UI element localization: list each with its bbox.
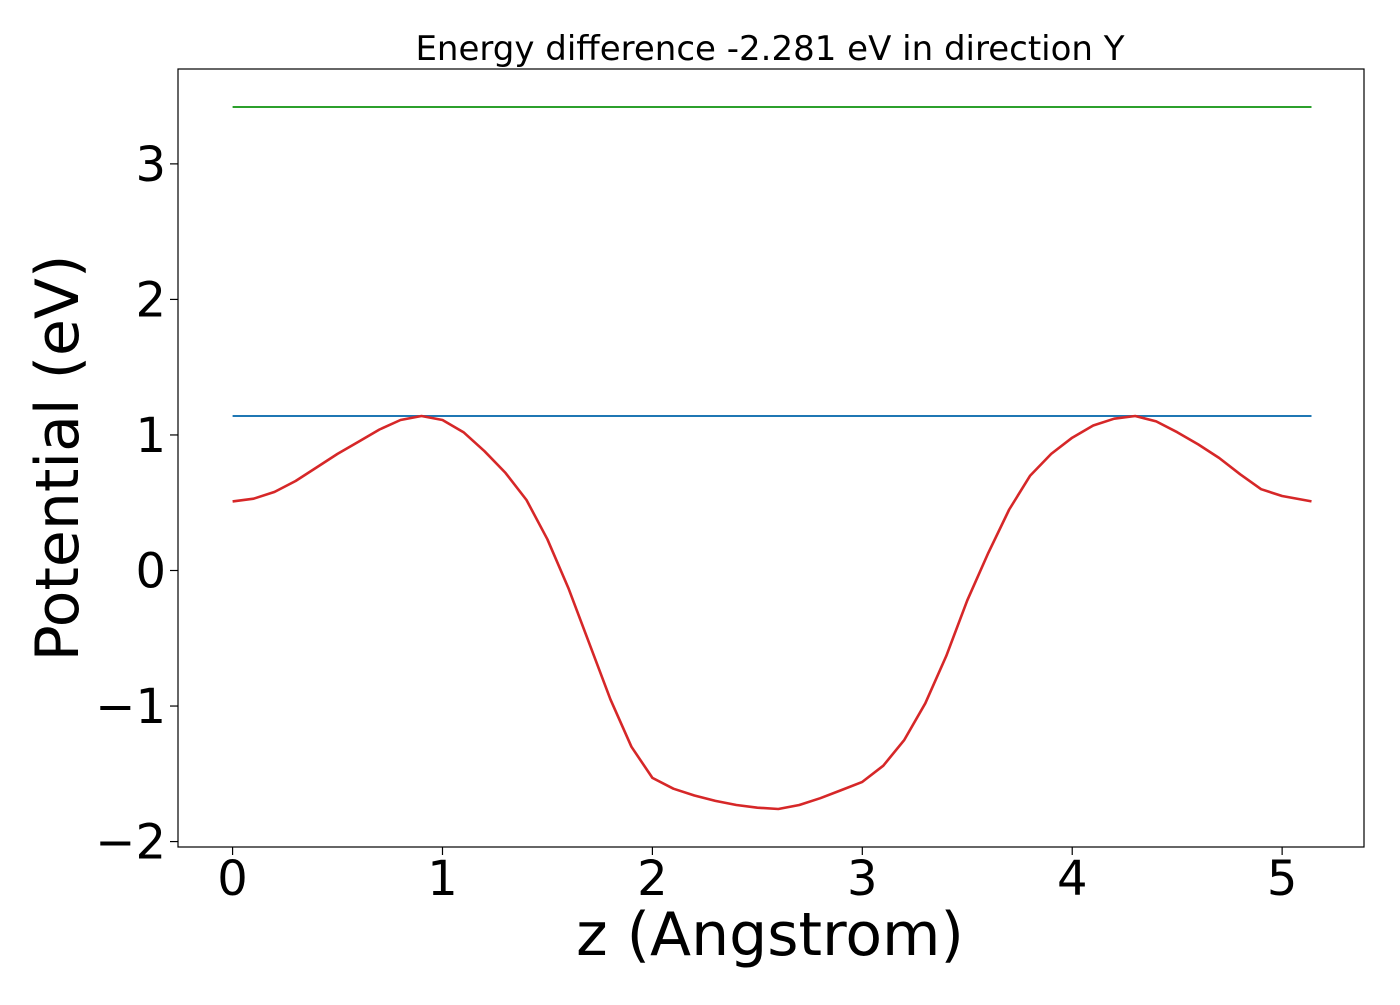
y-tick-label: 3: [135, 137, 166, 193]
y-axis: −2 −1 0 1 2 3: [95, 137, 178, 871]
x-axis-label: z (Angstrom): [576, 900, 964, 970]
y-tick-label: 0: [135, 543, 166, 599]
x-tick-label: 0: [217, 851, 248, 907]
x-axis: 0 1 2 3 4 5: [217, 847, 1297, 907]
x-tick-label: 4: [1057, 851, 1088, 907]
y-tick-label: 1: [135, 408, 166, 464]
y-tick-label: 2: [135, 272, 166, 328]
y-tick-label: −1: [95, 679, 166, 735]
x-tick-label: 5: [1267, 851, 1298, 907]
chart-title: Energy difference -2.281 eV in direction…: [415, 29, 1124, 69]
x-tick-label: 2: [637, 851, 668, 907]
plot-area-frame: [177, 68, 1365, 848]
series-layer: [232, 106, 1312, 811]
y-axis-label: Potential (eV): [23, 255, 93, 662]
x-tick-label: 1: [427, 851, 458, 907]
y-tick-label: −2: [95, 815, 166, 871]
series-line-3: [232, 414, 1312, 811]
x-tick-label: 3: [847, 851, 878, 907]
